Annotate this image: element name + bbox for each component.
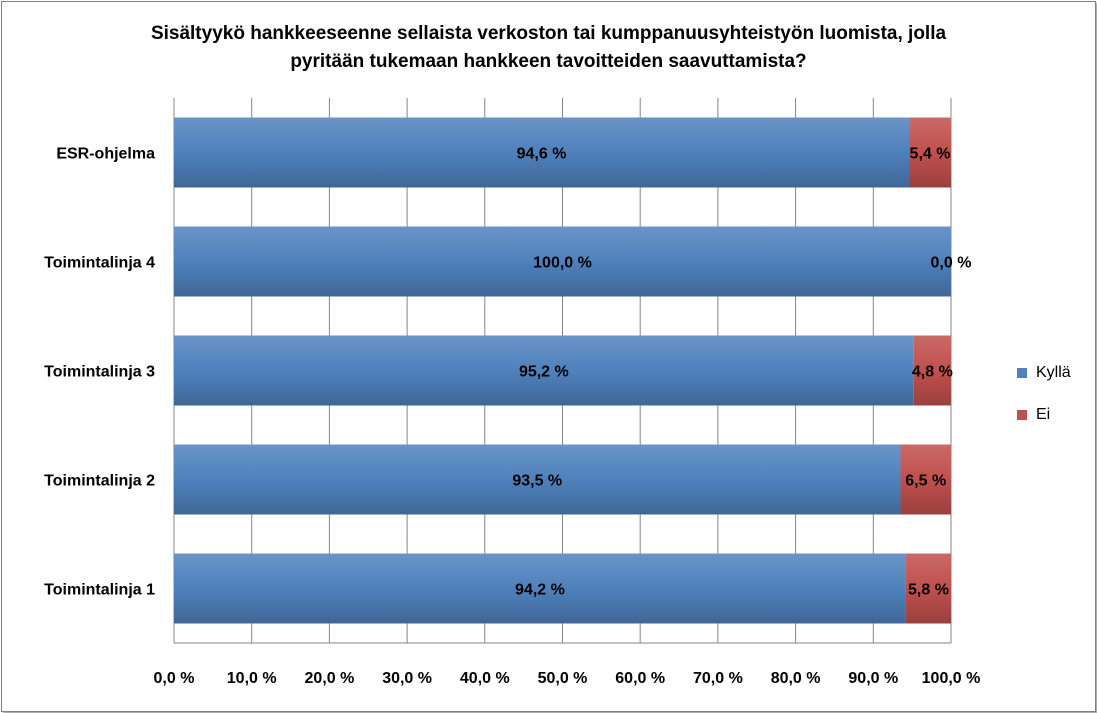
x-tick-label-4: 40,0 %	[460, 670, 510, 687]
legend-swatch-ei	[1017, 410, 1027, 420]
legend-item-ei: Ei	[1017, 404, 1071, 426]
data-label-kylla-2: 95,2 %	[519, 364, 569, 381]
bar-kylla-0	[174, 117, 910, 188]
bar-ei-2	[913, 335, 951, 406]
category-label-2: Toimintalinja 3	[44, 364, 155, 381]
data-label-kylla-1: 100,0 %	[533, 255, 592, 272]
bar-kylla-3	[174, 444, 901, 515]
bar-kylla-2	[174, 335, 914, 406]
x-tick-label-1: 10,0 %	[227, 670, 277, 687]
data-label-ei-0: 5,4 %	[910, 146, 951, 163]
data-label-ei-1: 0,0 %	[931, 255, 972, 272]
x-tick-label-7: 70,0 %	[693, 670, 743, 687]
x-tick-label-10: 100,0 %	[922, 670, 981, 687]
category-label-0: ESR-ohjelma	[56, 146, 155, 163]
x-tick-label-9: 90,0 %	[848, 670, 898, 687]
x-tick-label-8: 80,0 %	[771, 670, 821, 687]
chart-title-line-2: pyritään tukemaan hankkeen tavoitteiden …	[290, 51, 807, 72]
bar-ei-3	[900, 444, 951, 515]
data-label-ei-2: 4,8 %	[912, 364, 953, 381]
data-label-kylla-4: 94,2 %	[515, 582, 565, 599]
bar-kylla-4	[174, 553, 906, 624]
category-label-1: Toimintalinja 4	[44, 255, 155, 272]
legend-label-ei: Ei	[1036, 406, 1051, 423]
legend-label-kylla: Kyllä	[1036, 364, 1071, 381]
chart-title: Sisältyykö hankkeeseenne sellaista verko…	[0, 20, 1097, 76]
data-label-kylla-0: 94,6 %	[517, 146, 567, 163]
chart-title-line-1: Sisältyykö hankkeeseenne sellaista verko…	[150, 23, 947, 44]
category-label-4: Toimintalinja 1	[44, 582, 155, 599]
data-label-ei-4: 5,8 %	[908, 582, 949, 599]
x-tick-label-2: 20,0 %	[304, 670, 354, 687]
x-tick-label-5: 50,0 %	[538, 670, 588, 687]
bar-ei-0	[909, 117, 951, 188]
x-tick-label-3: 30,0 %	[382, 670, 432, 687]
data-label-ei-3: 6,5 %	[905, 473, 946, 490]
data-label-kylla-3: 93,5 %	[512, 473, 562, 490]
legend-swatch-kylla	[1017, 368, 1027, 378]
legend: Kyllä Ei	[1017, 362, 1071, 446]
legend-item-kylla: Kyllä	[1017, 362, 1071, 384]
bar-kylla-1	[174, 226, 951, 297]
x-tick-label-6: 60,0 %	[615, 670, 665, 687]
x-tick-label-0: 0,0 %	[154, 670, 195, 687]
bar-ei-4	[905, 553, 951, 624]
category-label-3: Toimintalinja 2	[44, 473, 155, 490]
